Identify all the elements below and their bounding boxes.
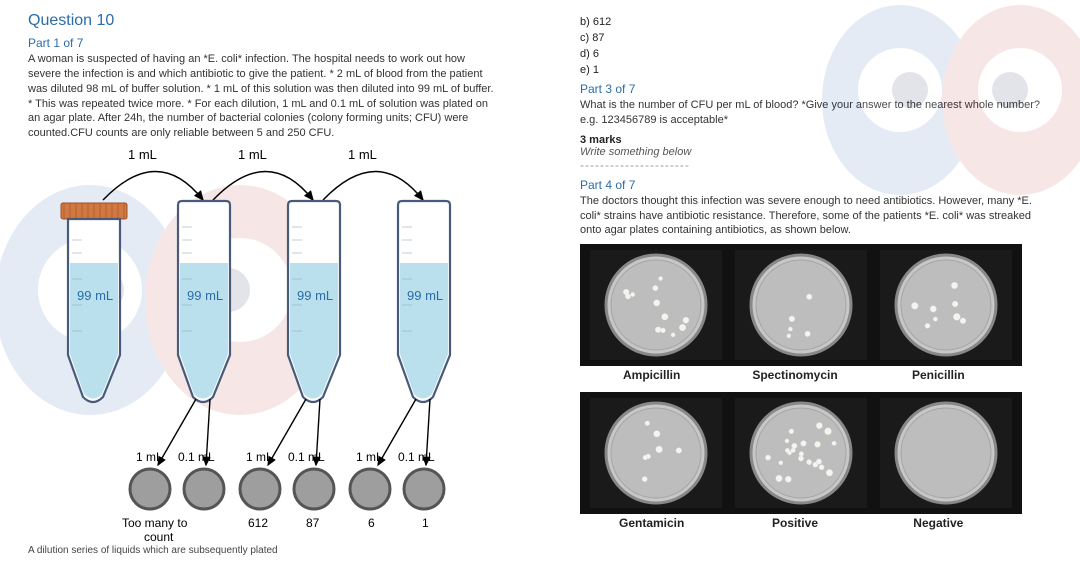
left-column: Question 10 Part 1 of 7 A woman is suspe… [0,0,540,570]
part1-text: A woman is suspected of having an *E. co… [28,52,500,141]
part3-label: Part 3 of 7 [580,82,1052,96]
dilution-svg: 1 mL 1 mL 1 mL 99 mL 99 mL [28,145,468,545]
part3-text: What is the number of CFU per mL of bloo… [580,98,1052,128]
plate-3 [240,469,280,509]
label-negative: Negative [867,516,1010,530]
petri-labels-row2: Gentamicin Positive Negative [580,516,1010,530]
diagram-caption: A dilution series of liquids which are s… [28,545,500,556]
top-label-1: 1 mL [128,147,157,162]
svg-text:1 mL: 1 mL [356,450,383,464]
label-ampicillin: Ampicillin [580,368,723,382]
petri-ampicillin [590,250,722,360]
svg-text:99 mL: 99 mL [297,288,333,303]
plate-4 [294,469,334,509]
label-positive: Positive [723,516,866,530]
question-title: Question 10 [28,12,500,30]
svg-text:612: 612 [248,516,268,530]
part4-label: Part 4 of 7 [580,178,1052,192]
tube-2: 99 mL [178,201,230,402]
plate-1 [130,469,170,509]
label-spectinomycin: Spectinomycin [723,368,866,382]
petri-negative [880,398,1012,508]
petri-labels-row1: Ampicillin Spectinomycin Penicillin [580,368,1010,382]
option-e[interactable]: e) 1 [580,64,1052,76]
petri-positive [735,398,867,508]
part4-text: The doctors thought this infection was s… [580,194,1052,239]
svg-text:99 mL: 99 mL [407,288,443,303]
label-gentamicin: Gentamicin [580,516,723,530]
top-label-2: 1 mL [238,147,267,162]
petri-penicillin [880,250,1012,360]
plate-5 [350,469,390,509]
svg-text:99 mL: 99 mL [77,288,113,303]
svg-text:1: 1 [422,516,429,530]
petri-spectinomycin [735,250,867,360]
option-b[interactable]: b) 612 [580,16,1052,28]
plate-6 [404,469,444,509]
svg-text:Too many to: Too many to [122,516,188,530]
part3-dash: ---------------------- [580,158,1052,172]
svg-text:1 mL: 1 mL [136,450,163,464]
right-column: b) 612 c) 87 d) 6 e) 1 Part 3 of 7 What … [540,0,1080,570]
option-c[interactable]: c) 87 [580,32,1052,44]
label-penicillin: Penicillin [867,368,1010,382]
petri-gentamicin [590,398,722,508]
svg-text:count: count [144,530,174,544]
dilution-diagram: 1 mL 1 mL 1 mL 99 mL 99 mL [28,145,468,545]
svg-text:6: 6 [368,516,375,530]
tube-1: 99 mL [61,203,127,402]
part3-marks: 3 marks [580,134,1052,146]
top-label-3: 1 mL [348,147,377,162]
option-d[interactable]: d) 6 [580,48,1052,60]
svg-text:87: 87 [306,516,320,530]
svg-text:0.1 mL: 0.1 mL [398,450,435,464]
svg-text:0.1 mL: 0.1 mL [288,450,325,464]
svg-text:1 mL: 1 mL [246,450,273,464]
svg-text:99 mL: 99 mL [187,288,223,303]
plate-2 [184,469,224,509]
petri-panel-row2 [580,392,1022,514]
tube-4: 99 mL [398,201,450,402]
tube-3: 99 mL [288,201,340,402]
part3-write[interactable]: Write something below [580,146,1052,158]
svg-text:0.1 mL: 0.1 mL [178,450,215,464]
petri-panel-row1 [580,244,1022,366]
part1-label: Part 1 of 7 [28,36,500,50]
